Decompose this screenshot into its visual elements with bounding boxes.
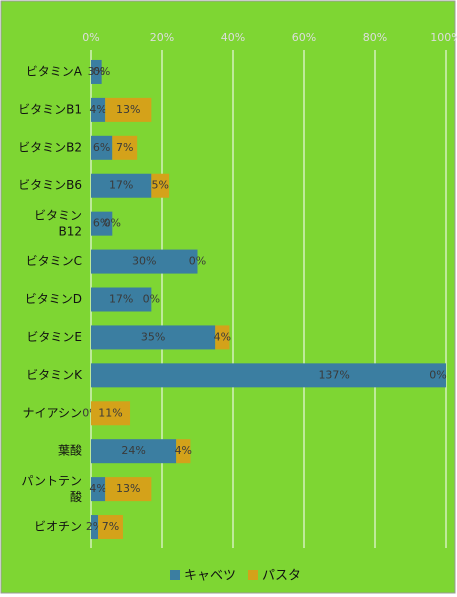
y-tick-label: ビタミンB2	[18, 140, 82, 154]
bar-segment	[112, 135, 138, 160]
label-line: 酸	[70, 489, 82, 504]
data-label: 13%	[116, 482, 140, 495]
data-label: 5%	[151, 179, 168, 192]
data-label: 0%	[143, 293, 160, 306]
bar-segment	[91, 173, 152, 198]
label-line: ビタミン	[34, 208, 82, 222]
data-label: 7%	[116, 141, 133, 154]
y-tick-label: ビタミンA	[26, 64, 83, 78]
data-label: 30%	[132, 255, 156, 268]
data-label: 24%	[121, 444, 145, 457]
bar-segment	[176, 439, 191, 464]
data-label: 4%	[89, 482, 106, 495]
x-tick-label: 80%	[363, 31, 387, 44]
legend-label: パスタ	[262, 569, 301, 584]
bar-segment	[91, 135, 113, 160]
data-label: 137%	[318, 368, 349, 381]
bar-segment	[215, 325, 230, 350]
data-label: 6%	[93, 217, 110, 230]
y-tick-label: ビタミンK	[26, 368, 83, 382]
data-label: 6%	[93, 141, 110, 154]
data-label: 0%	[189, 255, 206, 268]
data-label: 4%	[214, 330, 231, 343]
data-label: 11%	[98, 406, 122, 419]
y-tick-label: ビタミン B12	[34, 208, 82, 238]
y-tick-label: ビタミンB6	[18, 178, 82, 192]
bar-segment	[91, 477, 106, 502]
data-label: 0%	[104, 217, 121, 230]
bar-segment	[98, 515, 123, 540]
bar-segment	[151, 173, 170, 198]
legend-swatch	[170, 570, 180, 580]
y-tick-label: ビタミンE	[26, 330, 82, 344]
y-tick-label: ビタミンB1	[18, 102, 82, 116]
legend-label: キャベツ	[184, 569, 236, 584]
data-label: 4%	[175, 444, 192, 457]
bar-segment	[105, 97, 152, 122]
data-label: 3%	[88, 65, 105, 78]
x-tick-label: 40%	[221, 31, 245, 44]
bar-segment	[91, 287, 152, 312]
data-label: 13%	[116, 103, 140, 116]
data-label: 17%	[109, 293, 133, 306]
bar-segment	[91, 211, 113, 236]
x-tick-label: 20%	[150, 31, 174, 44]
y-tick-label: ビオチン	[34, 520, 82, 534]
data-label: 0%	[429, 368, 446, 381]
label-line: B12	[58, 224, 82, 238]
bar-segment	[91, 515, 99, 540]
bar-segment	[91, 97, 106, 122]
bar-segment	[91, 363, 446, 388]
data-label: 7%	[102, 520, 119, 533]
x-tick-label: 60%	[292, 31, 316, 44]
label-line: パントテン	[21, 474, 82, 488]
y-tick-label: ナイアシン	[22, 406, 82, 420]
y-tick-label: パントテン酸	[21, 474, 82, 504]
y-tick-label: 葉酸	[58, 443, 82, 458]
bar-segment	[91, 325, 216, 350]
bar-segment	[91, 439, 177, 464]
bar-segment	[91, 59, 102, 84]
x-tick-label: 0%	[82, 31, 99, 44]
legend-swatch	[248, 570, 259, 580]
bar-segment	[91, 249, 198, 274]
y-tick-label: ビタミンC	[26, 254, 82, 268]
y-tick-label: ビタミンD	[25, 292, 82, 306]
data-label: 4%	[89, 103, 106, 116]
data-label: 17%	[109, 179, 133, 192]
bar-segment	[105, 477, 152, 502]
data-label: 35%	[141, 330, 165, 343]
x-tick-label: 100%	[430, 31, 457, 44]
data-label: 0%	[93, 65, 110, 78]
bar-segment	[91, 401, 131, 426]
